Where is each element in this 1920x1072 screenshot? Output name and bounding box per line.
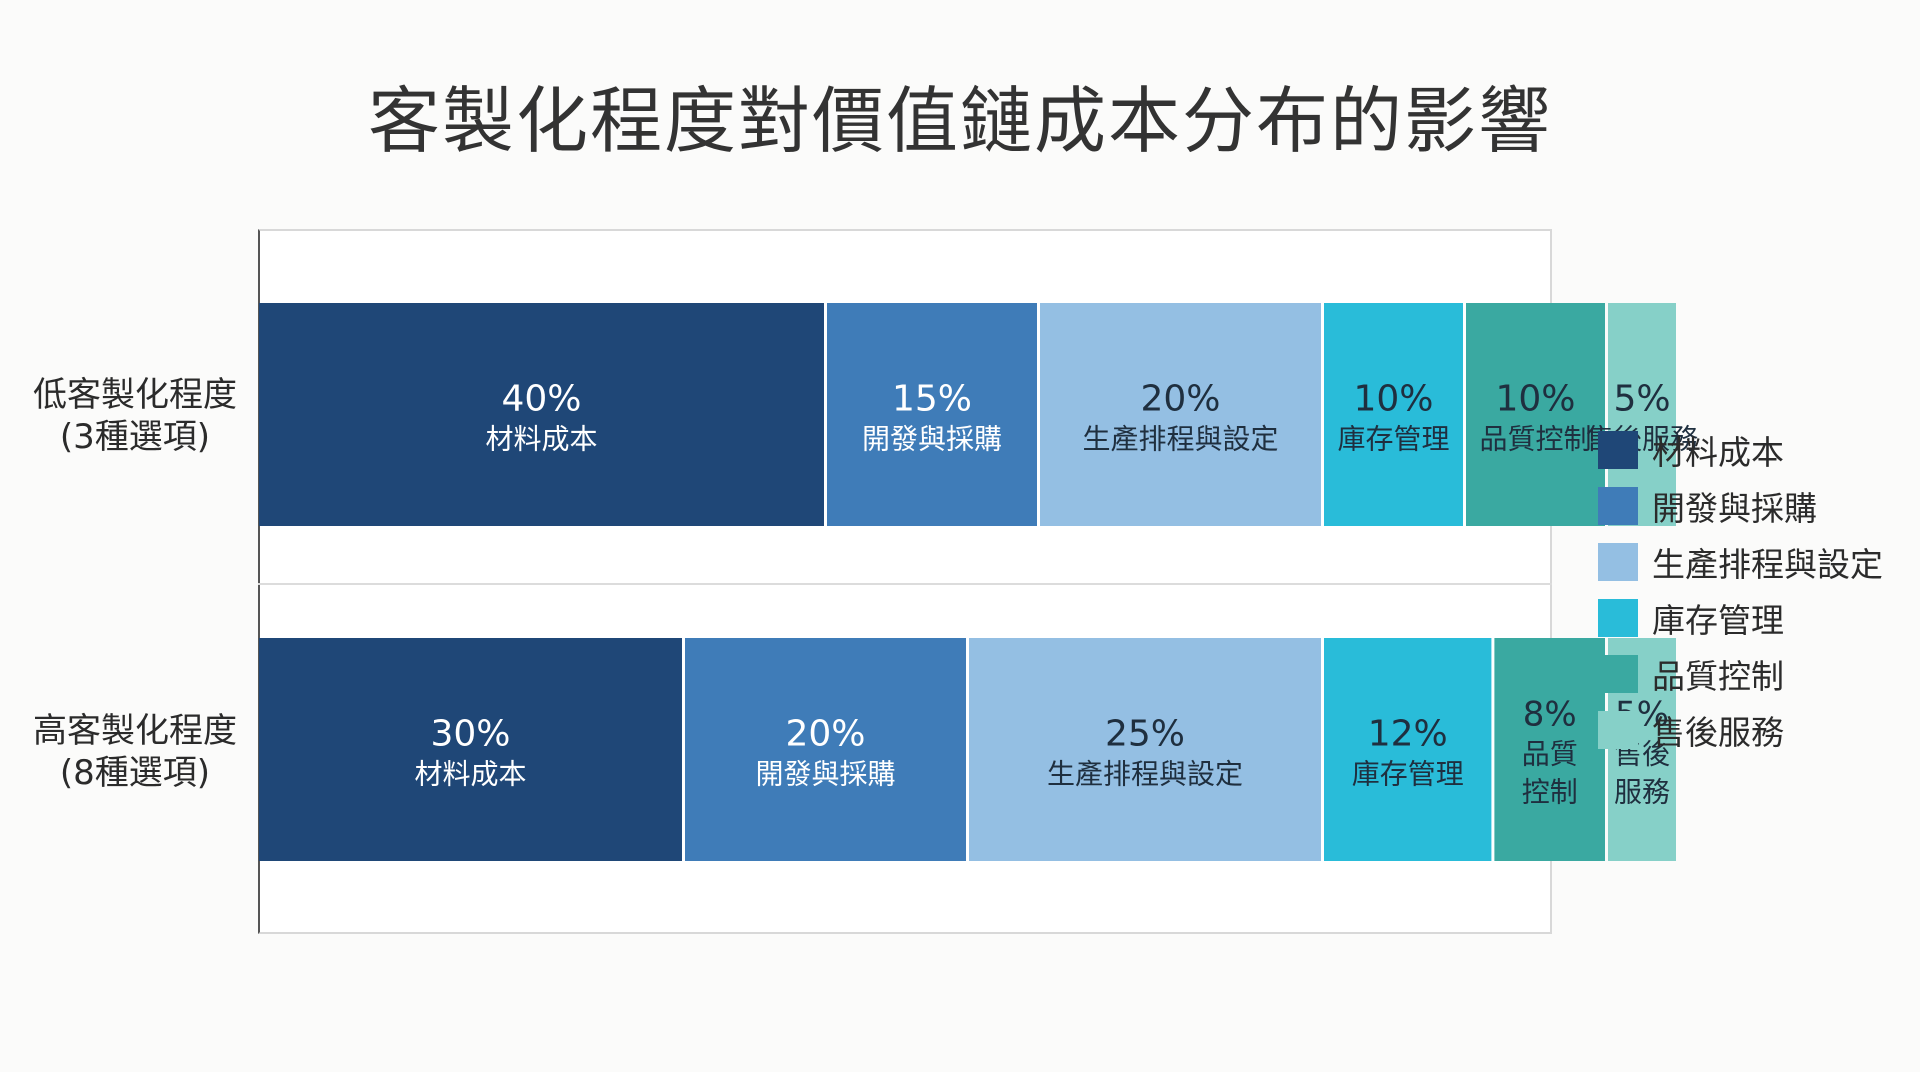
bar-category-label: 品質 [1522, 738, 1578, 771]
bar-segment [969, 638, 1321, 861]
bar-category-label: 庫存管理 [1352, 758, 1464, 791]
bar-segment [685, 638, 966, 861]
bar-segment [827, 303, 1037, 526]
legend-swatch [1598, 655, 1638, 693]
row-divider [258, 583, 1552, 585]
legend: 材料成本 開發與採購 生產排程與設定 庫存管理 品質控制 售後服務 [1598, 428, 1898, 764]
legend-item-development-procurement: 開發與採購 [1598, 484, 1898, 528]
bar-value-label: 10% [1495, 379, 1575, 420]
category-label-low: 低客製化程度 (3種選項) [20, 374, 250, 458]
legend-item-after-sales: 售後服務 [1598, 708, 1898, 752]
bar-category-label: 服務 [1614, 776, 1670, 809]
bar-category-label: 品質控制 [1479, 423, 1591, 456]
bar-category-label: 生產排程與設定 [1082, 423, 1278, 456]
legend-item-materials: 材料成本 [1598, 428, 1898, 472]
bar-segment [1324, 638, 1492, 861]
bar-value-label: 5% [1613, 379, 1670, 420]
bar-value-label: 12% [1368, 714, 1448, 755]
legend-label: 庫存管理 [1652, 601, 1784, 640]
bar-segment [1494, 638, 1605, 861]
bar-value-label: 10% [1353, 379, 1433, 420]
bar-category-label: 開發與採購 [862, 423, 1002, 456]
category-label-low-line2: (3種選項) [59, 417, 211, 457]
legend-swatch [1598, 599, 1638, 637]
legend-swatch [1598, 543, 1638, 581]
category-label-high: 高客製化程度 (8種選項) [20, 710, 250, 794]
bar-category-label: 材料成本 [485, 423, 597, 456]
legend-item-quality-control: 品質控制 [1598, 652, 1898, 696]
legend-label: 售後服務 [1652, 713, 1784, 752]
bar-segment [1324, 303, 1463, 526]
bar-category-label: 生產排程與設定 [1047, 758, 1243, 791]
bar-segment [1466, 303, 1605, 526]
legend-item-inventory: 庫存管理 [1598, 596, 1898, 640]
bar-category-label: 控制 [1522, 776, 1578, 809]
bar-value-label: 25% [1105, 714, 1185, 755]
category-label-low-line1: 低客製化程度 [33, 375, 237, 415]
bar-value-label: 15% [892, 379, 972, 420]
bar-segment [259, 303, 824, 526]
bar-segment [259, 638, 682, 861]
bar-segment [1040, 303, 1321, 526]
bar-value-label: 30% [430, 714, 510, 755]
bar-category-label: 材料成本 [414, 758, 526, 791]
legend-label: 品質控制 [1652, 657, 1784, 696]
category-label-high-line2: (8種選項) [59, 753, 211, 793]
legend-item-production-scheduling: 生產排程與設定 [1598, 540, 1898, 584]
category-label-high-line1: 高客製化程度 [33, 711, 237, 751]
legend-label: 生產排程與設定 [1652, 545, 1883, 584]
legend-swatch [1598, 711, 1638, 749]
bar-value-label: 8% [1523, 695, 1577, 735]
legend-swatch [1598, 431, 1638, 469]
bar-value-label: 40% [501, 379, 581, 420]
bar-category-label: 庫存管理 [1337, 423, 1449, 456]
legend-label: 材料成本 [1652, 433, 1784, 472]
legend-swatch [1598, 487, 1638, 525]
bar-value-label: 20% [1140, 379, 1220, 420]
bar-value-label: 20% [785, 714, 865, 755]
bar-category-label: 開發與採購 [755, 758, 895, 791]
chart-title: 客製化程度對價值鏈成本分布的影響 [367, 79, 1552, 163]
legend-label: 開發與採購 [1652, 489, 1817, 528]
